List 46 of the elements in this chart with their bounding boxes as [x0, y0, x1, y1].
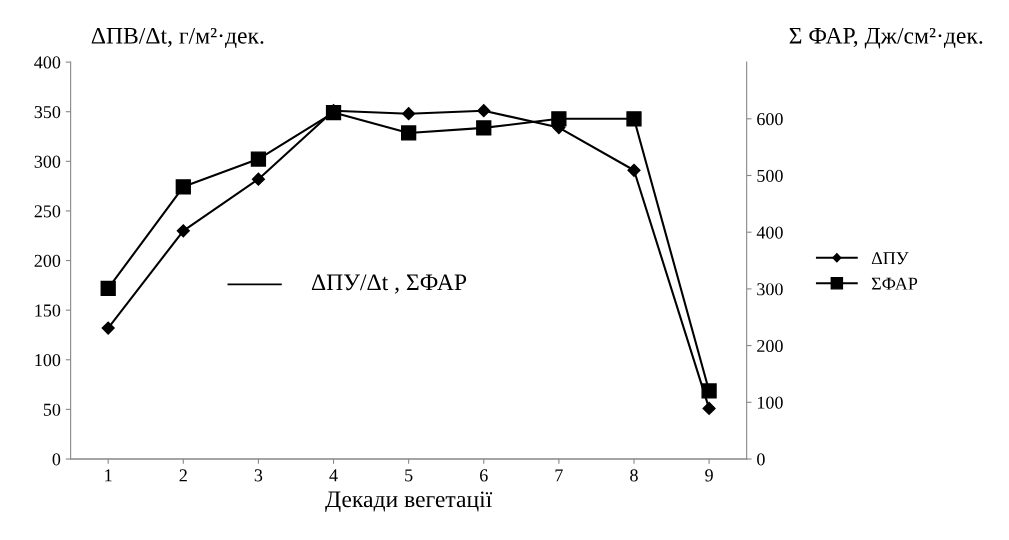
y2-tick-label: 300: [757, 283, 783, 296]
x-tick-label: 9: [705, 469, 713, 482]
point: [626, 111, 642, 127]
legend-label: ΔПУ: [871, 252, 909, 265]
x-tick-label: 5: [405, 469, 413, 482]
point: [175, 179, 191, 195]
x-tick-label: 2: [179, 469, 187, 482]
annotation: ΔПУ/Δt , ΣФАР: [311, 274, 467, 294]
y2-tick-label: 200: [757, 339, 783, 353]
x-tick-label: 4: [329, 469, 338, 482]
point: [701, 383, 717, 399]
point: [402, 107, 416, 121]
y2-tick-label: 100: [757, 396, 783, 409]
y2-tick-label: 0: [757, 453, 765, 466]
y2-tick-label: 500: [757, 169, 783, 182]
point: [551, 111, 567, 127]
point: [251, 172, 266, 186]
y2-tick-label: 600: [757, 113, 783, 126]
y-tick-label: 250: [34, 205, 61, 218]
x-tick-label: 1: [105, 469, 112, 482]
y-tick-label: 100: [35, 354, 61, 367]
point: [627, 163, 641, 177]
x-tick-label: 8: [630, 469, 638, 482]
point: [477, 104, 491, 118]
point: [476, 120, 492, 136]
x-tick-label: 6: [480, 469, 488, 482]
y-tick-label: 0: [52, 453, 61, 466]
x-tick-label: 7: [555, 469, 563, 482]
y-tick-label: 150: [35, 304, 61, 317]
point: [702, 401, 716, 415]
y-tick-label: 350: [34, 105, 61, 119]
point: [100, 280, 116, 296]
y-tick-label: 300: [34, 155, 61, 168]
point: [176, 224, 190, 238]
x-tick-label: 3: [254, 469, 263, 482]
legend-label: ΣФАР: [871, 277, 918, 290]
point: [250, 151, 267, 167]
x-axis-title: Декади вегетації: [325, 491, 493, 513]
y-tick-label: 200: [34, 254, 61, 267]
point: [401, 125, 417, 141]
y2-tick-label: 400: [756, 226, 783, 239]
point: [101, 321, 115, 335]
y-tick-label: 50: [43, 403, 61, 416]
y-tick-label: 400: [34, 56, 61, 69]
y2-axis-title: Σ ФАР, Дж/см²·дек.: [789, 27, 983, 49]
y-axis-title: ΔПВ/Δt, г/м²·дек.: [91, 27, 264, 49]
